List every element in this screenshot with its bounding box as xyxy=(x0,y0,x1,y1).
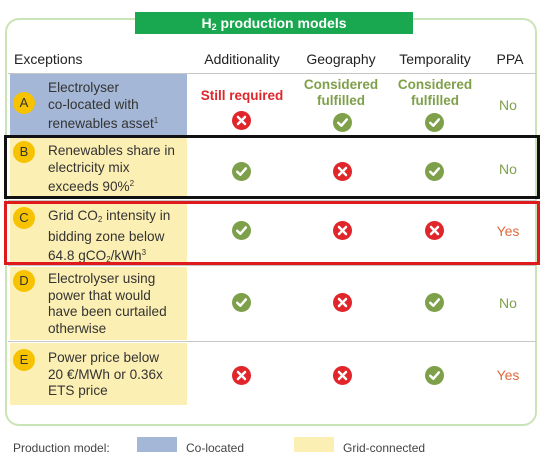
row-a-letter-badge: A xyxy=(13,92,35,114)
legend-gridconnected-text: Grid-connected xyxy=(343,441,426,455)
row-a-ppa: No xyxy=(499,97,517,113)
header-temporality: Temporality xyxy=(399,51,471,67)
check-circle-icon xyxy=(425,293,444,312)
row-c-background xyxy=(10,203,187,263)
cross-circle-icon xyxy=(425,221,444,240)
check-circle-icon xyxy=(232,293,251,312)
row-e-ppa: Yes xyxy=(496,367,520,383)
header-geography: Geography xyxy=(306,51,376,67)
check-circle-icon xyxy=(333,113,352,132)
row-d-exception-text: Electrolyser using power that would have… xyxy=(48,271,167,336)
row-a-background xyxy=(10,74,187,135)
row-c-highlight-box xyxy=(4,201,540,265)
header-additionality: Additionality xyxy=(204,51,280,67)
row-c-ppa: Yes xyxy=(496,223,520,239)
row-b-exception-text: Renewables share in electricity mix exce… xyxy=(48,143,175,194)
check-circle-icon xyxy=(232,162,251,181)
cross-circle-icon xyxy=(333,293,352,312)
row-e-letter-badge: E xyxy=(13,349,35,371)
row-d-letter-badge: D xyxy=(13,270,35,292)
row-e-background xyxy=(10,343,187,405)
row-divider xyxy=(8,200,536,201)
legend-label: Production model: xyxy=(13,441,110,455)
row-b-ppa: No xyxy=(499,161,517,177)
header-divider xyxy=(8,73,536,74)
row-b-letter-badge: B xyxy=(13,141,35,163)
row-a-exception-text: Electrolyser co-located with renewables … xyxy=(48,80,159,131)
check-circle-icon xyxy=(425,366,444,385)
legend-gridconnected-swatch xyxy=(294,437,334,452)
row-e-exception-text: Power price below 20 €/MWh or 0.36x ETS … xyxy=(48,350,163,398)
cross-circle-icon xyxy=(232,366,251,385)
header-ppa: PPA xyxy=(496,51,524,67)
row-d-ppa: No xyxy=(499,295,517,311)
row-d-background xyxy=(10,267,187,340)
check-circle-icon xyxy=(425,162,444,181)
cross-circle-icon xyxy=(232,111,251,130)
cross-circle-icon xyxy=(333,366,352,385)
row-b-background xyxy=(10,138,187,198)
row-b-highlight-box xyxy=(4,135,540,199)
header-exceptions: Exceptions xyxy=(14,51,83,67)
check-circle-icon xyxy=(425,113,444,132)
cross-circle-icon xyxy=(333,162,352,181)
row-divider xyxy=(8,265,536,266)
row-a-geography-label: Considered fulfilled xyxy=(303,77,379,108)
row-a-temporality-label: Considered fulfilled xyxy=(397,77,473,108)
row-c-exception-text: Grid CO2 intensity in bidding zone below… xyxy=(48,208,171,264)
row-divider xyxy=(8,341,536,342)
legend-colocated-swatch xyxy=(137,437,177,452)
cross-circle-icon xyxy=(333,221,352,240)
row-c-letter-badge: C xyxy=(13,207,35,229)
check-circle-icon xyxy=(232,221,251,240)
legend-colocated-text: Co-located xyxy=(186,441,245,455)
row-a-additionality-label: Still required xyxy=(200,88,284,103)
page-title: H2 production models xyxy=(135,12,413,34)
